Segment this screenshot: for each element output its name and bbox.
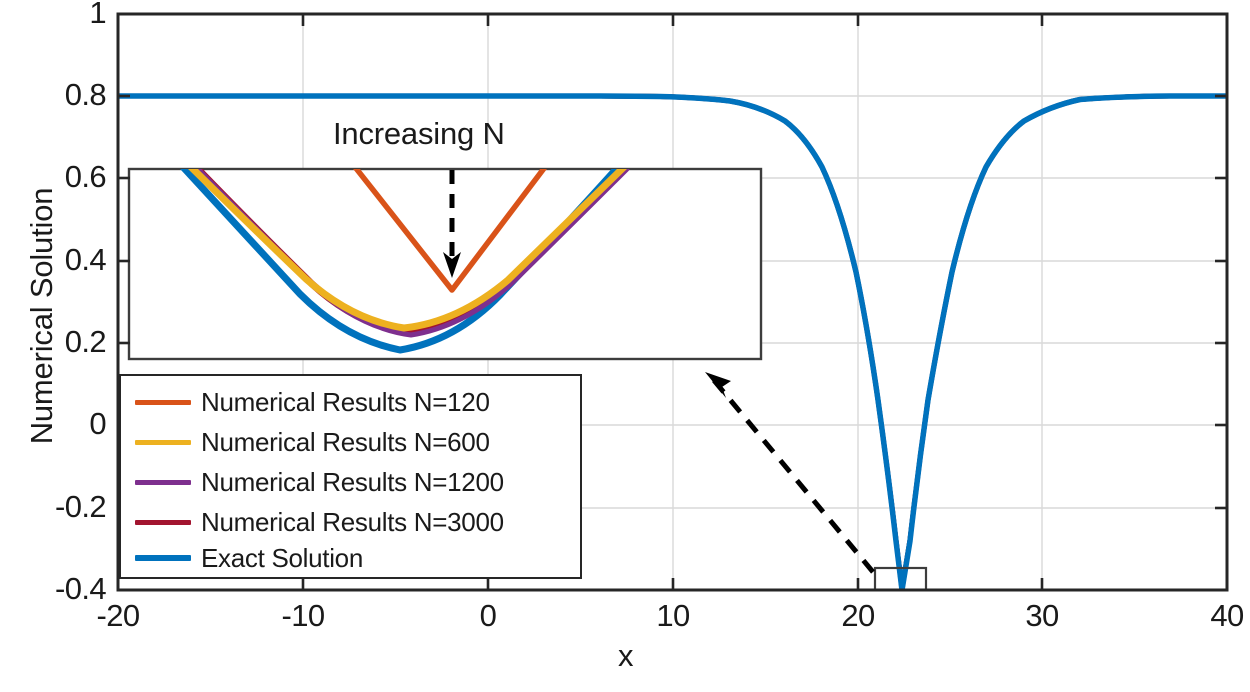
x-axis-label: x <box>618 638 634 673</box>
series-n600-inset <box>188 169 627 332</box>
callout-arrowhead <box>705 372 731 398</box>
x-tick-40: 40 <box>1210 598 1244 633</box>
x-tick-10: 10 <box>656 598 690 633</box>
legend-label-exact: Exact Solution <box>201 542 364 573</box>
legend-item-n120[interactable]: Numerical Results N=120 <box>121 382 490 422</box>
x-tick-30: 30 <box>1025 598 1059 633</box>
legend-swatch-n600 <box>135 439 191 445</box>
legend-swatch-n1200 <box>135 479 191 485</box>
legend-item-exact[interactable]: Exact Solution <box>121 538 363 578</box>
legend-item-n600[interactable]: Numerical Results N=600 <box>121 422 490 462</box>
x-tick-20: 20 <box>841 598 875 633</box>
callout-dashed-arrow <box>710 376 875 574</box>
x-tick--10: -10 <box>281 598 325 633</box>
increasing-n-annotation: Increasing N <box>333 116 505 151</box>
legend[interactable]: Numerical Results N=120 Numerical Result… <box>119 374 582 579</box>
x-tick--20: -20 <box>96 598 140 633</box>
legend-swatch-n120 <box>135 399 191 405</box>
x-tick-0: 0 <box>479 598 497 633</box>
legend-swatch-exact <box>135 555 191 561</box>
legend-item-n3000[interactable]: Numerical Results N=3000 <box>121 502 504 542</box>
inset-axes <box>127 167 763 361</box>
increasing-n-arrowhead <box>443 252 461 278</box>
legend-swatch-n3000 <box>135 519 191 525</box>
legend-label-n600: Numerical Results N=600 <box>201 426 490 457</box>
series-n120-inset <box>353 169 547 293</box>
legend-item-n1200[interactable]: Numerical Results N=1200 <box>121 462 504 502</box>
series-exact-main <box>118 93 1227 590</box>
legend-label-n1200: Numerical Results N=1200 <box>201 466 504 497</box>
legend-label-n120: Numerical Results N=120 <box>201 386 490 417</box>
legend-label-n3000: Numerical Results N=3000 <box>201 506 504 537</box>
